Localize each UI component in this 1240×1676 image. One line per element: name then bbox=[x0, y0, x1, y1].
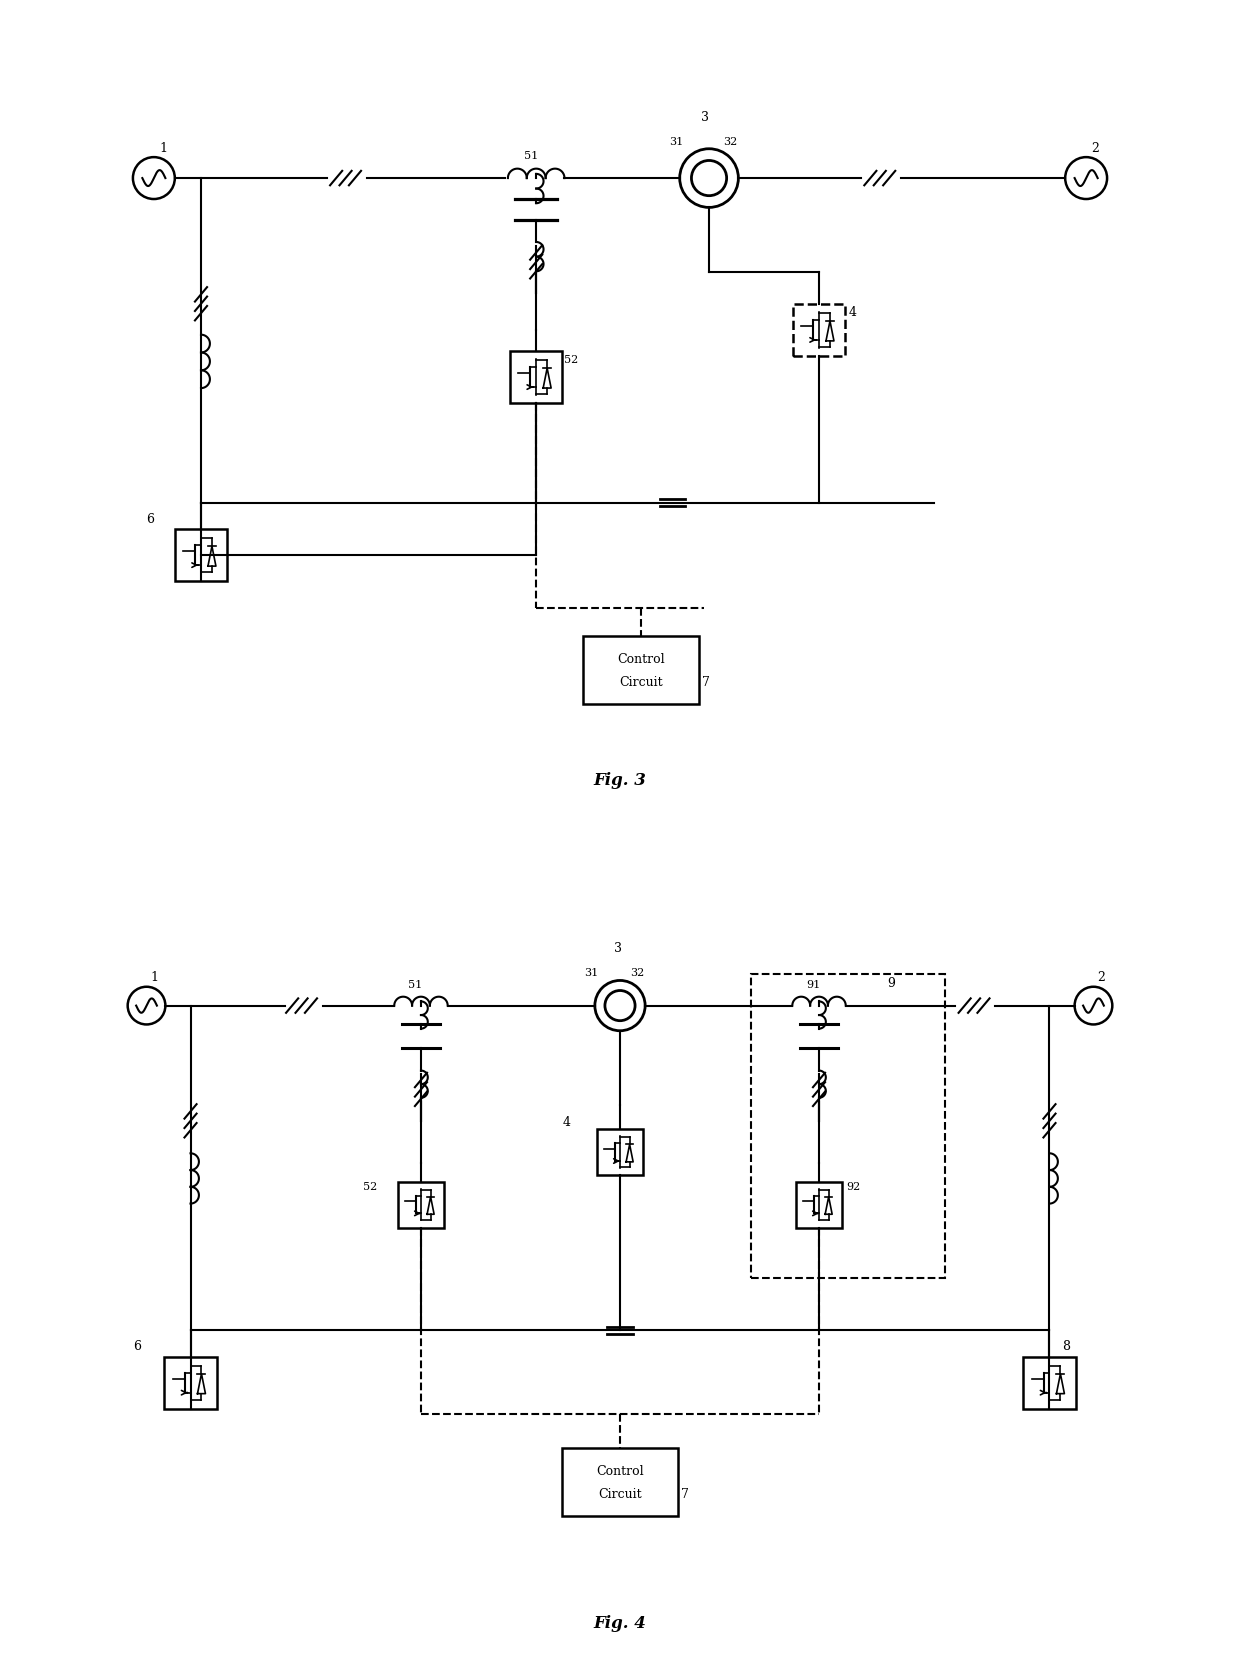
Text: 6: 6 bbox=[133, 1341, 141, 1354]
Text: 52: 52 bbox=[363, 1182, 378, 1192]
Text: 2: 2 bbox=[1091, 142, 1099, 156]
Text: 32: 32 bbox=[723, 137, 737, 147]
Bar bbox=[563, 1448, 677, 1517]
Bar bbox=[1023, 1356, 1075, 1410]
Bar bbox=[596, 1130, 644, 1175]
Bar bbox=[398, 1182, 444, 1227]
Text: 6: 6 bbox=[146, 513, 155, 526]
Text: 1: 1 bbox=[151, 970, 159, 984]
Text: 32: 32 bbox=[630, 969, 645, 979]
Text: Circuit: Circuit bbox=[619, 677, 662, 689]
Text: 8: 8 bbox=[1061, 1341, 1070, 1354]
Text: 4: 4 bbox=[848, 307, 857, 320]
Text: 31: 31 bbox=[584, 969, 599, 979]
Bar bbox=[751, 974, 945, 1279]
Text: 31: 31 bbox=[670, 137, 683, 147]
Text: 1: 1 bbox=[159, 142, 167, 156]
Text: 2: 2 bbox=[1097, 970, 1106, 984]
Text: Fig. 4: Fig. 4 bbox=[594, 1616, 646, 1632]
Bar bbox=[165, 1356, 217, 1410]
Bar bbox=[796, 1182, 842, 1227]
Text: 3: 3 bbox=[614, 942, 621, 955]
Text: Fig. 3: Fig. 3 bbox=[594, 773, 646, 789]
Bar bbox=[510, 350, 563, 404]
Text: 51: 51 bbox=[408, 980, 423, 991]
Text: 52: 52 bbox=[564, 355, 579, 364]
Bar bbox=[583, 637, 698, 704]
Text: 7: 7 bbox=[702, 675, 709, 689]
Text: 9: 9 bbox=[887, 977, 895, 991]
Text: Control: Control bbox=[596, 1465, 644, 1478]
Text: 91: 91 bbox=[806, 980, 821, 991]
Text: Control: Control bbox=[618, 654, 665, 667]
Text: 51: 51 bbox=[523, 151, 538, 161]
Text: 7: 7 bbox=[681, 1488, 688, 1502]
Text: 3: 3 bbox=[701, 111, 708, 124]
Text: 92: 92 bbox=[846, 1182, 861, 1192]
Bar bbox=[792, 303, 846, 357]
Text: 4: 4 bbox=[563, 1116, 570, 1130]
Text: Circuit: Circuit bbox=[598, 1488, 642, 1502]
Bar bbox=[175, 530, 227, 582]
